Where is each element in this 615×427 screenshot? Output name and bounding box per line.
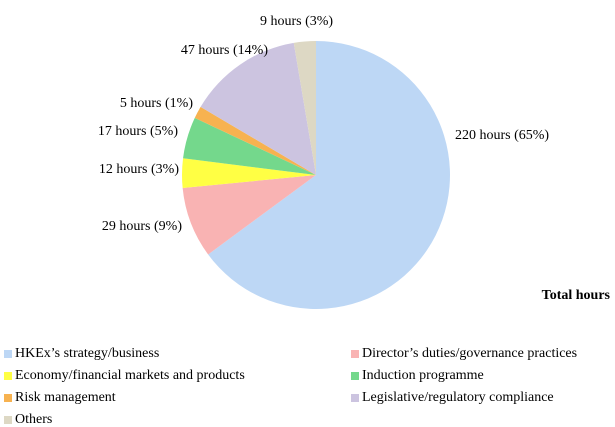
legend-label: Induction programme <box>362 368 484 383</box>
data-label: 29 hours (9%) <box>102 219 182 234</box>
data-label: 17 hours (5%) <box>98 124 178 139</box>
data-label: 220 hours (65%) <box>455 128 549 143</box>
pie-slice <box>183 117 316 175</box>
legend-label: Economy/financial markets and products <box>15 368 245 383</box>
legend-label: Risk management <box>15 390 116 405</box>
data-label: 9 hours (3%) <box>260 14 333 29</box>
legend-swatch <box>4 372 12 380</box>
legend-swatch <box>4 416 12 424</box>
pie-slice <box>182 175 316 255</box>
pie-slice <box>293 41 316 175</box>
legend-label: Legislative/regulatory compliance <box>362 390 554 405</box>
legend-swatch <box>351 372 359 380</box>
data-label: 47 hours (14%) <box>181 43 268 58</box>
legend-label: Others <box>15 412 52 427</box>
pie-slice <box>208 41 450 309</box>
legend-swatch <box>351 394 359 402</box>
legend-swatch <box>4 350 12 358</box>
chart-title: Total hours <box>542 288 611 303</box>
data-label: 5 hours (1%) <box>120 96 193 111</box>
pie-slice <box>181 158 316 189</box>
legend-label: Director’s duties/governance practices <box>362 346 577 361</box>
legend-swatch <box>351 350 359 358</box>
legend-label: HKEx’s strategy/business <box>15 346 159 361</box>
data-label: 12 hours (3%) <box>99 162 179 177</box>
pie-slice <box>200 42 316 175</box>
pie-slice <box>194 106 316 175</box>
legend-swatch <box>4 394 12 402</box>
